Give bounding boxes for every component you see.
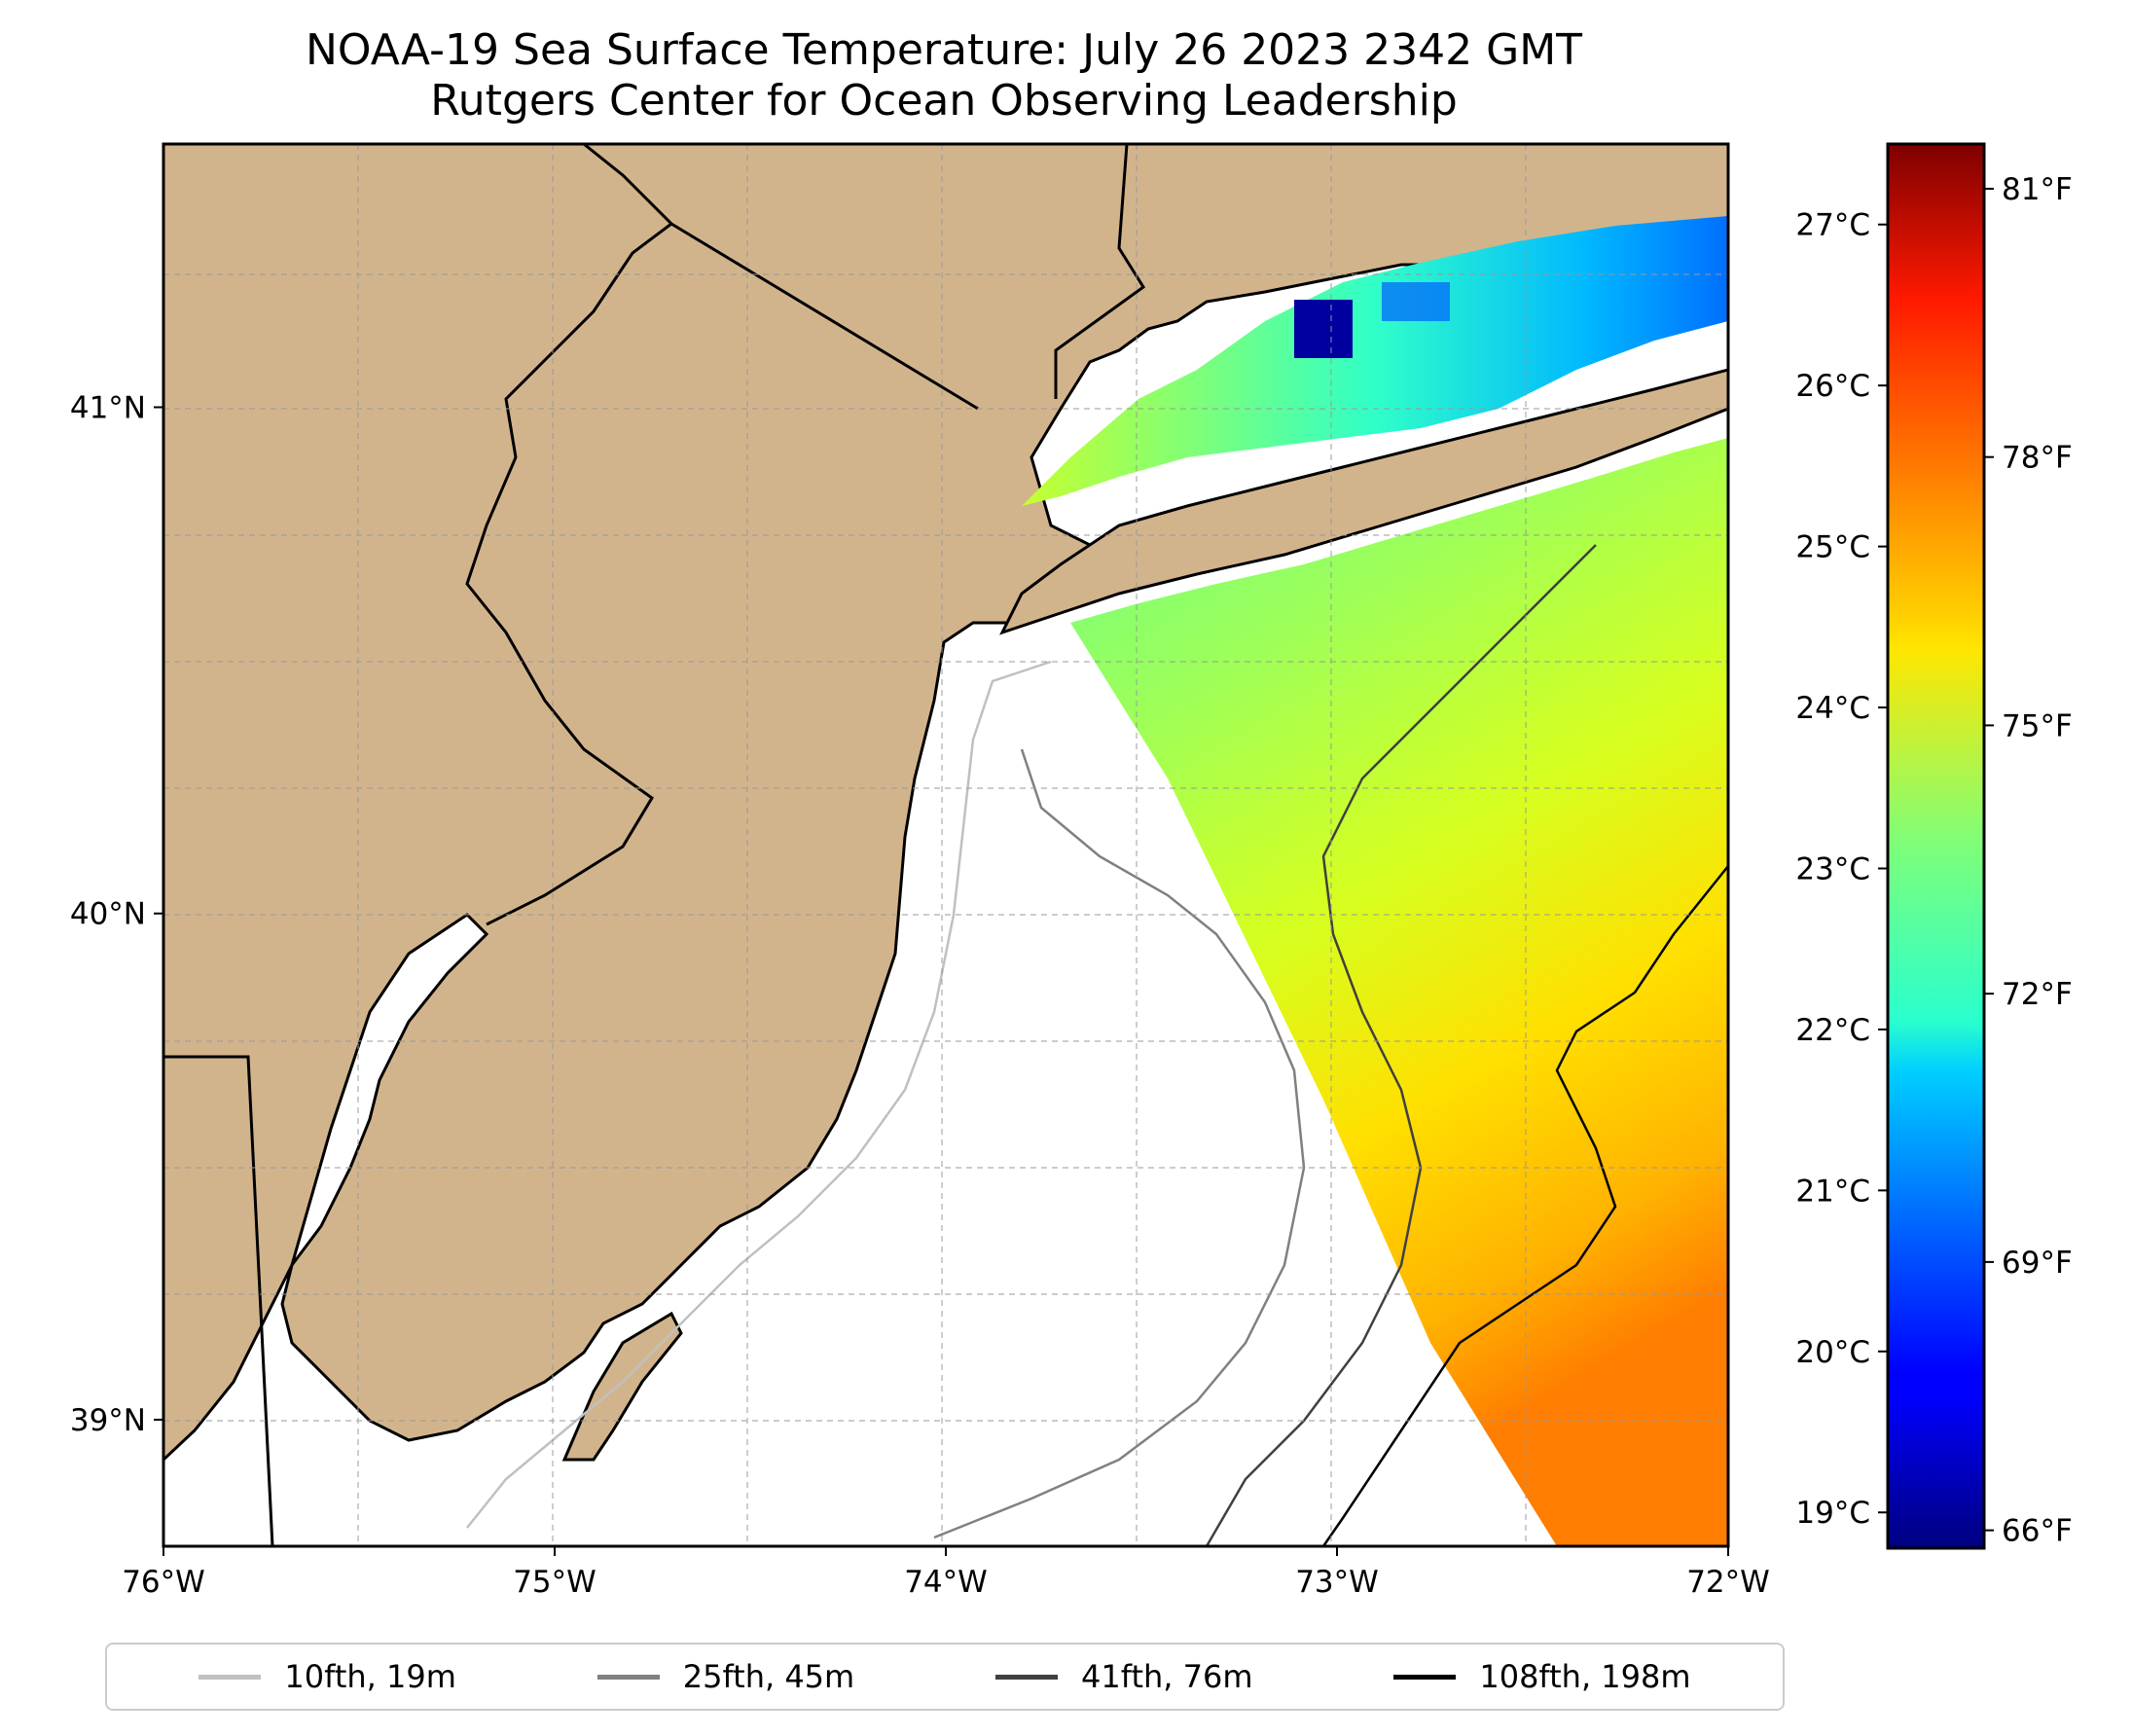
lat-tick-label-1: 40°N [70,897,146,932]
c-tick-label-3: 22°C [1795,1013,1870,1048]
c-tick-label-4: 23°C [1795,851,1870,886]
state-border-ny-nj [670,222,979,411]
contour-10fth [466,660,1052,1529]
legend-item-10fth: 10fth, 19m [199,1658,456,1695]
f-tick-label-0: 66°F [2002,1514,2073,1549]
legend-swatch-108fth [1393,1674,1457,1680]
legend-swatch-10fth [199,1674,262,1680]
delaware-bay-land [561,1311,683,1462]
legend-item-41fth: 41fth, 76m [995,1658,1253,1695]
lon-tick-label-3: 73°W [1295,1565,1379,1600]
c-tick-label-8: 27°C [1795,208,1870,243]
lon-tick-label-2: 74°W [904,1565,988,1600]
long-island [999,368,1728,635]
delaware-river [465,144,674,926]
c-tick-label-0: 19°C [1795,1496,1870,1531]
lat-tick-label-0: 41°N [70,391,146,426]
latitude-axis: 41°N 40°N 39°N [70,391,163,1438]
c-tick-label-2: 21°C [1795,1174,1870,1209]
c-tick-label-5: 24°C [1795,691,1870,726]
lat-tick-label-2: 39°N [70,1403,146,1438]
f-tick-label-3: 75°F [2002,708,2073,743]
c-tick-label-1: 20°C [1795,1335,1870,1370]
gridlines [163,144,1728,1546]
bathymetry-legend: 10fth, 19m 25fth, 45m 41fth, 76m 108fth,… [105,1643,1785,1711]
c-tick-label-6: 25°C [1795,530,1870,565]
sst-swath-ocean [1070,438,1728,1546]
legend-item-108fth: 108fth, 198m [1393,1658,1691,1695]
colorbar-fahrenheit-axis: 66°F 69°F 72°F 75°F 78°F 81°F [1984,172,2073,1549]
contour-108fth [1321,865,1728,1546]
f-tick-label-4: 78°F [2002,441,2073,476]
colorbar [1886,142,1986,1550]
f-tick-label-5: 81°F [2002,172,2073,207]
contour-25fth [933,748,1306,1539]
longitude-axis: 76°W 75°W 74°W 73°W 72°W [122,1546,1770,1600]
map-title: NOAA-19 Sea Surface Temperature: July 26… [0,25,1888,127]
c-tick-label-7: 26°C [1795,369,1870,404]
lon-tick-label-4: 72°W [1686,1565,1770,1600]
title-line-2: Rutgers Center for Ocean Observing Leade… [430,76,1458,126]
legend-label-10fth: 10fth, 19m [284,1658,456,1695]
legend-swatch-41fth [995,1674,1059,1680]
contour-41fth [1205,544,1597,1546]
colorbar-celsius-axis: 19°C 20°C 21°C 22°C 23°C 24°C 25°C 26°C 27°C [1795,208,1888,1531]
legend-item-25fth: 25fth, 45m [596,1658,855,1695]
title-line-1: NOAA-19 Sea Surface Temperature: July 26… [305,25,1583,75]
lon-tick-label-1: 75°W [513,1565,596,1600]
sst-cold-patch-2 [1382,282,1450,321]
legend-label-108fth: 108fth, 198m [1479,1658,1691,1695]
sst-swath-sound [1022,216,1728,506]
f-tick-label-2: 72°F [2002,977,2073,1012]
legend-label-41fth: 41fth, 76m [1081,1658,1253,1695]
state-border-ny-ct [1054,144,1146,399]
legend-label-25fth: 25fth, 45m [682,1658,855,1695]
legend-swatch-25fth [596,1674,660,1680]
lon-tick-label-0: 76°W [122,1565,205,1600]
f-tick-label-1: 69°F [2002,1246,2073,1281]
sst-cold-patch [1294,300,1353,358]
state-border-de [163,1055,274,1546]
